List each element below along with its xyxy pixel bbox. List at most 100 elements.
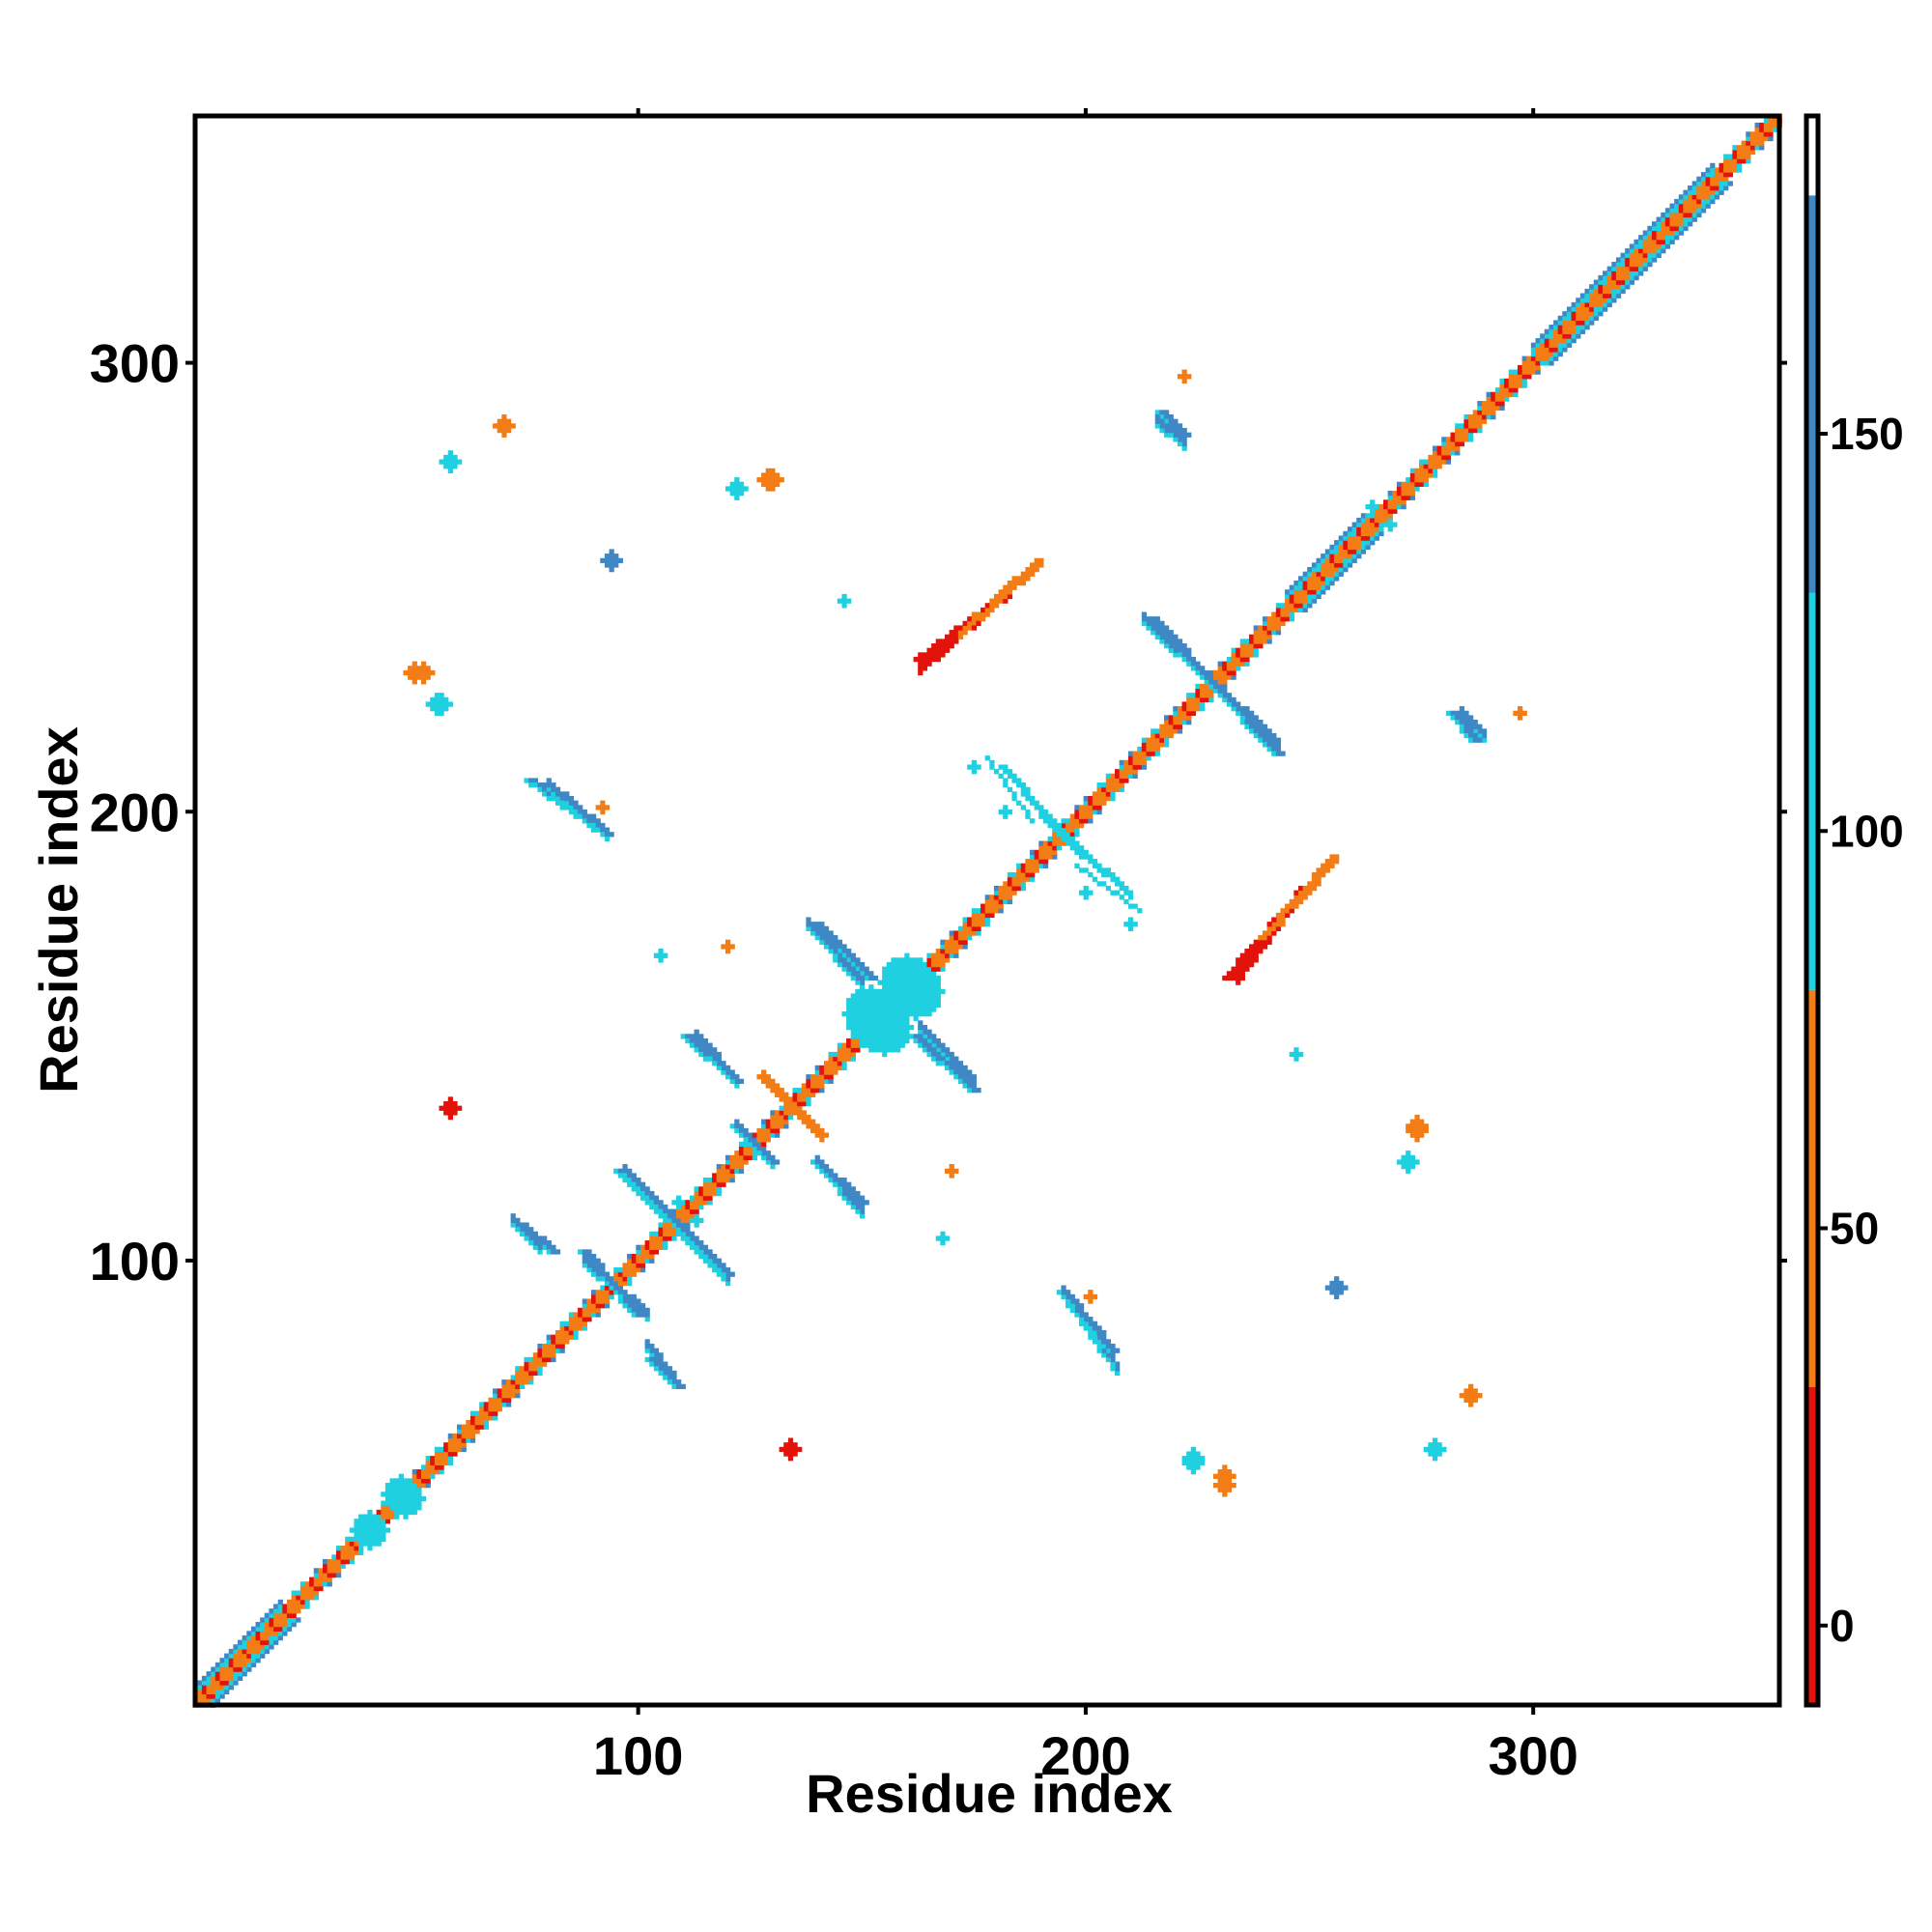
heatmap-cell [1127, 917, 1134, 923]
heatmap-cell [828, 949, 834, 954]
heatmap-cell [469, 1429, 476, 1435]
heatmap-cell [837, 1042, 843, 1048]
heatmap-cell [953, 1061, 959, 1066]
heatmap-cell [685, 1204, 691, 1210]
heatmap-cell [639, 1186, 646, 1192]
heatmap-cell [1651, 235, 1658, 241]
heatmap-cell [819, 930, 825, 936]
heatmap-cell [1208, 669, 1214, 676]
heatmap-cell [604, 1293, 611, 1300]
heatmap-cell [1455, 423, 1461, 429]
heatmap-cell [855, 1029, 861, 1035]
heatmap-cell [850, 1047, 856, 1053]
heatmap-cell [1083, 818, 1089, 824]
heatmap-cell [1463, 437, 1469, 442]
heatmap-cell [833, 949, 838, 954]
heatmap-cell [846, 1042, 852, 1048]
heatmap-cell [1222, 693, 1228, 698]
heatmap-cell [806, 1100, 811, 1107]
heatmap-cell [1759, 145, 1765, 151]
heatmap-cell [1020, 786, 1026, 792]
heatmap-cell [1468, 1383, 1474, 1389]
heatmap-cell [931, 1047, 937, 1053]
heatmap-cell [899, 961, 905, 968]
heatmap-cell [716, 1177, 722, 1183]
heatmap-cell [1589, 320, 1595, 326]
heatmap-cell [922, 652, 928, 658]
heatmap-cell [694, 1186, 699, 1192]
heatmap-cell [622, 1276, 628, 1282]
heatmap-cell [1351, 554, 1357, 559]
heatmap-cell [957, 939, 964, 945]
heatmap-cell [1132, 769, 1138, 775]
heatmap-cell [908, 980, 915, 985]
heatmap-cell [1212, 669, 1219, 676]
heatmap-cell [837, 949, 843, 954]
heatmap-cell [497, 1402, 502, 1407]
heatmap-cell [1321, 863, 1326, 868]
heatmap-cell [1651, 248, 1658, 254]
heatmap-cell [1083, 1312, 1089, 1318]
heatmap-cell [1620, 284, 1626, 290]
heatmap-cell [967, 620, 973, 627]
heatmap-cell [452, 1110, 458, 1116]
heatmap-cell [1038, 840, 1044, 846]
heatmap-cell [1378, 508, 1384, 514]
heatmap-cell [376, 1536, 382, 1542]
heatmap-cell [774, 1127, 781, 1134]
heatmap-cell [962, 930, 968, 936]
heatmap-cell [568, 1334, 575, 1340]
heatmap-cell [384, 1505, 391, 1511]
heatmap-cell [685, 1034, 691, 1039]
heatmap-cell [420, 661, 427, 667]
heatmap-cell [1003, 895, 1009, 900]
heatmap-cell [1661, 212, 1666, 218]
heatmap-cell [595, 1303, 601, 1309]
heatmap-cell [327, 1572, 332, 1578]
heatmap-cell [1589, 315, 1595, 322]
heatmap-cell [1302, 584, 1308, 590]
heatmap-cell [1576, 328, 1581, 334]
heatmap-cell [748, 1137, 753, 1143]
heatmap-cell [1141, 764, 1148, 770]
heatmap-cell [1732, 149, 1738, 156]
heatmap-cell [600, 1285, 606, 1291]
heatmap-cell [1038, 557, 1044, 563]
heatmap-cell [698, 1042, 704, 1048]
heatmap-cell [219, 1671, 225, 1677]
heatmap-cell [957, 1074, 964, 1080]
heatmap-cell [779, 1446, 784, 1453]
heatmap-cell [644, 1339, 650, 1345]
heatmap-cell [1280, 611, 1286, 617]
heatmap-cell [394, 1478, 400, 1484]
heatmap-cell [479, 1410, 485, 1416]
heatmap-cell [1688, 221, 1693, 227]
heatmap-cell [1611, 274, 1617, 281]
heatmap-cell [358, 1536, 364, 1542]
heatmap-cell [1115, 1366, 1121, 1372]
heatmap-cell [712, 1266, 718, 1273]
heatmap-cell [850, 1034, 856, 1039]
heatmap-cell [1003, 769, 1009, 775]
heatmap-cell [814, 1069, 820, 1075]
heatmap-cell [913, 980, 919, 985]
heatmap-cell [443, 1446, 449, 1453]
heatmap-cell [886, 1034, 892, 1039]
heatmap-cell [551, 1244, 556, 1250]
heatmap-cell [1494, 405, 1501, 411]
heatmap-cell [524, 1231, 529, 1236]
heatmap-cell [1105, 786, 1111, 792]
heatmap-cell [1078, 845, 1085, 851]
heatmap-cell [904, 980, 910, 985]
heatmap-cell [264, 1634, 270, 1641]
heatmap-cell [649, 1190, 655, 1197]
heatmap-cell [1557, 328, 1563, 334]
heatmap-cell [984, 912, 990, 919]
heatmap-cell [595, 1312, 601, 1318]
heatmap-cell [850, 1025, 856, 1031]
heatmap-cell [309, 1585, 315, 1592]
heatmap-cell [908, 998, 915, 1004]
heatmap-cell [313, 1590, 319, 1596]
heatmap-cell [519, 1366, 526, 1372]
heatmap-cell [559, 796, 565, 802]
